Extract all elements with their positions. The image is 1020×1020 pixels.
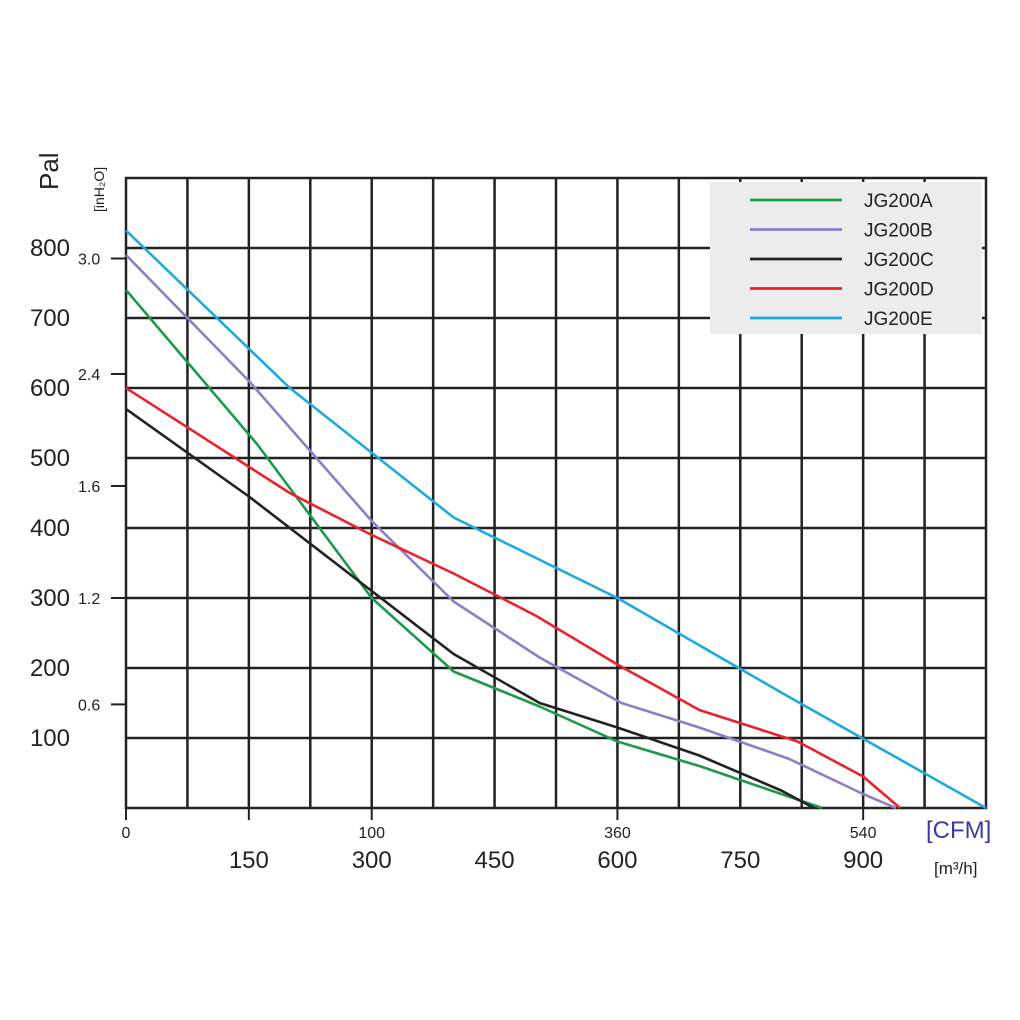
y-axis-pa-tick-labels: 100 200 300 400 500 600 700 800 [30,235,70,752]
series-line-jg200d [125,386,901,809]
legend: JG200A JG200B JG200C JG200D JG200E [750,191,934,330]
x-tick-m3h-label: 750 [720,847,760,874]
y-tick-pa-label: 100 [30,725,70,752]
x-tick-cfm-label: 0 [122,825,131,842]
legend-label-jg200c: JG200C [864,250,934,271]
x-tick-m3h-label: 300 [352,847,392,874]
y-axis-unit-inh2o: [inH₂O] [91,167,107,212]
x-axis-cfm-tick-labels: 0 100 360 540 [122,825,877,842]
series-line-jg200b [125,254,897,810]
x-tick-cfm-label: 540 [850,825,877,842]
y-tick-inh2o-label: 1.2 [78,591,100,608]
y-tick-pa-label: 200 [30,655,70,682]
y-tick-pa-label: 600 [30,375,70,402]
legend-label-jg200e: JG200E [864,309,933,330]
x-axis-unit-cfm: [CFM] [926,817,991,844]
x-axis-unit-m3h: [m³/h] [934,859,977,878]
legend-label-jg200d: JG200D [864,280,934,301]
x-axis-m3h-tick-labels: 150 300 450 600 750 900 [125,808,883,874]
series-line-jg200e [125,229,987,810]
legend-label-jg200b: JG200B [864,221,933,242]
series-lines [125,229,987,810]
plot-frame [124,176,988,810]
y-tick-pa-label: 400 [30,515,70,542]
y-tick-inh2o-label: 2.4 [78,367,100,384]
x-tick-m3h-label: 600 [597,847,637,874]
series-line-jg200c [125,407,815,810]
y-tick-pa-label: 700 [30,305,70,332]
y-tick-pa-label: 300 [30,585,70,612]
y-tick-inh2o-label: 3.0 [78,252,100,269]
y-tick-inh2o-label: 1.6 [78,479,100,496]
y-tick-pa-label: 500 [30,445,70,472]
legend-label-jg200a: JG200A [864,191,933,212]
y-axis-unit-pal: Pal [34,152,64,190]
y-axis-inh2o-tick-labels: 0.6 1.2 1.6 2.4 3.0 [78,252,126,714]
y-tick-pa-label: 800 [30,235,70,262]
x-tick-m3h-label: 900 [843,847,883,874]
x-tick-m3h-label: 450 [475,847,515,874]
x-tick-cfm-label: 360 [604,825,631,842]
x-tick-m3h-label: 150 [229,847,269,874]
y-tick-inh2o-label: 0.6 [78,697,100,714]
x-tick-cfm-label: 100 [358,825,385,842]
